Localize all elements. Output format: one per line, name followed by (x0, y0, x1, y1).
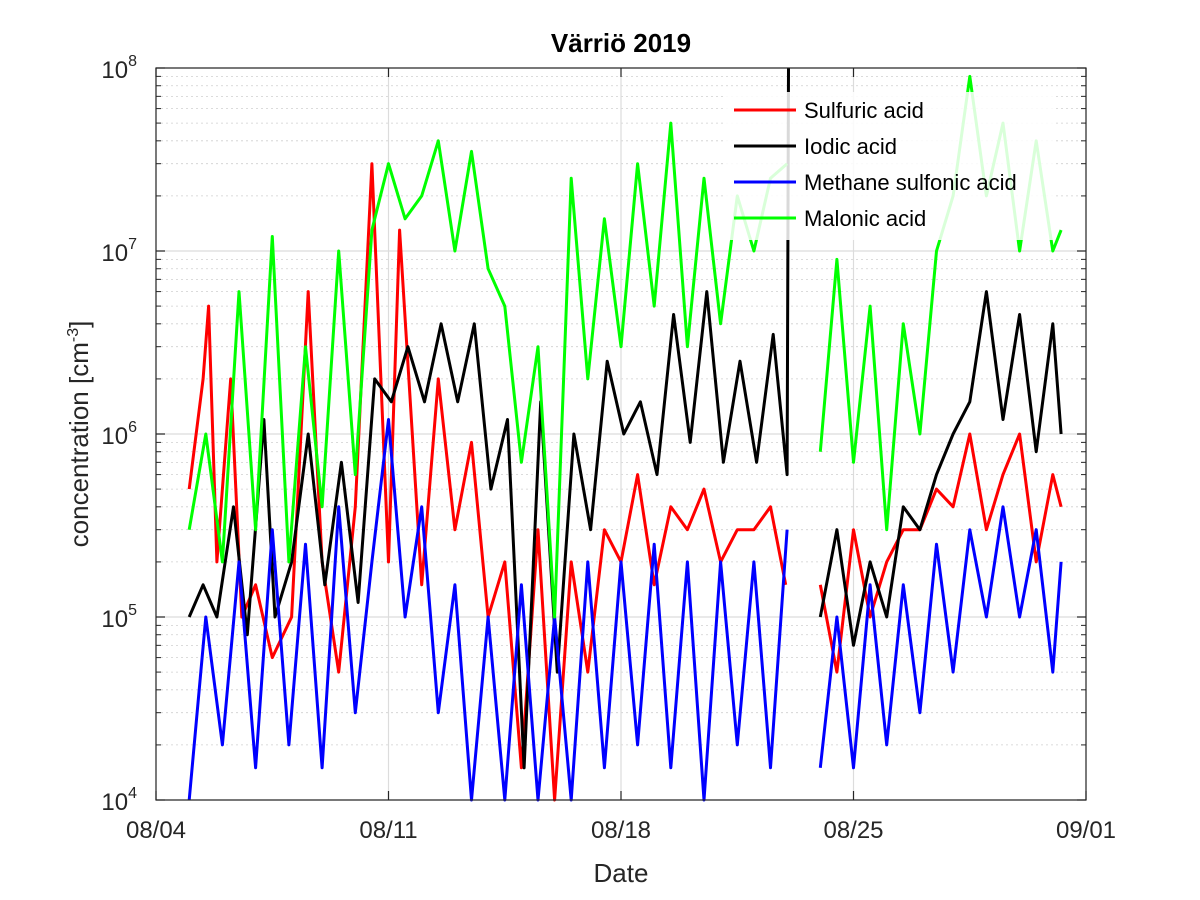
y-axis-label-main: concentration [cm (64, 342, 94, 547)
legend-label: Malonic acid (804, 206, 926, 231)
y-tick-label: 104 (101, 785, 137, 816)
y-tick-exponent: 7 (128, 236, 137, 253)
x-tick-label: 08/11 (359, 817, 417, 844)
y-tick-base: 10 (101, 240, 128, 267)
legend-label: Iodic acid (804, 134, 897, 159)
y-tick-base: 10 (101, 606, 128, 633)
y-tick-exponent: 4 (128, 785, 137, 802)
axis-ticks (155, 67, 1087, 801)
y-tick-exponent: 5 (128, 602, 137, 619)
series-line-2 (818, 505, 1063, 770)
x-tick-label: 08/18 (591, 817, 651, 844)
y-tick-exponent: 6 (128, 419, 137, 436)
y-tick-label: 107 (101, 236, 137, 267)
series-line-0 (818, 432, 1063, 674)
legend-label: Methane sulfonic acid (804, 170, 1017, 195)
legend-label: Sulfuric acid (804, 98, 924, 123)
legend-box (724, 92, 1054, 240)
series-line-2 (187, 418, 789, 802)
series-line-3 (187, 121, 789, 619)
x-tick-label: 08/25 (823, 817, 883, 844)
x-tick-label: 09/01 (1056, 817, 1116, 844)
y-tick-base: 10 (101, 57, 128, 84)
legend: Sulfuric acid Iodic acid Methane sulfonic … (724, 92, 1054, 240)
y-tick-label: 106 (101, 419, 137, 450)
series-line-0 (187, 162, 788, 802)
y-axis-label: concentration [cm-3] (64, 321, 94, 548)
x-tick-label: 08/04 (126, 817, 186, 844)
series-line-1 (818, 290, 1063, 647)
y-axis-label-exponent: -3 (65, 328, 82, 342)
series-line-1 (187, 67, 790, 770)
x-axis-label: Date (594, 858, 649, 888)
y-tick-base: 10 (101, 789, 128, 816)
chart-title: Värriö 2019 (551, 28, 691, 58)
x-tick-labels: 08/04 08/11 08/18 08/25 09/01 (126, 817, 1116, 844)
y-tick-base: 10 (101, 423, 128, 450)
y-tick-exponent: 8 (128, 53, 137, 70)
y-axis-label-close: ] (64, 321, 94, 328)
y-tick-label: 105 (101, 602, 137, 633)
y-tick-label: 108 (101, 53, 137, 84)
